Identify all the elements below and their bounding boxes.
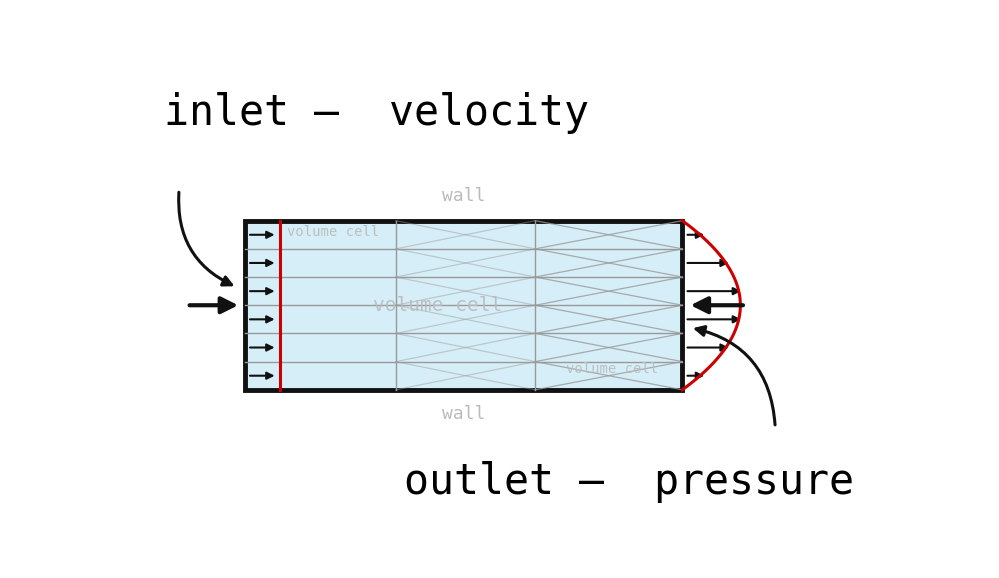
Text: wall: wall xyxy=(442,405,486,423)
Text: volume cell: volume cell xyxy=(288,225,380,239)
Text: inlet –  velocity: inlet – velocity xyxy=(164,92,588,134)
Text: wall: wall xyxy=(442,187,486,205)
Text: volume cell: volume cell xyxy=(566,362,658,376)
Text: volume cell: volume cell xyxy=(373,296,501,315)
Bar xyxy=(245,221,682,390)
Text: outlet –  pressure: outlet – pressure xyxy=(404,461,853,503)
